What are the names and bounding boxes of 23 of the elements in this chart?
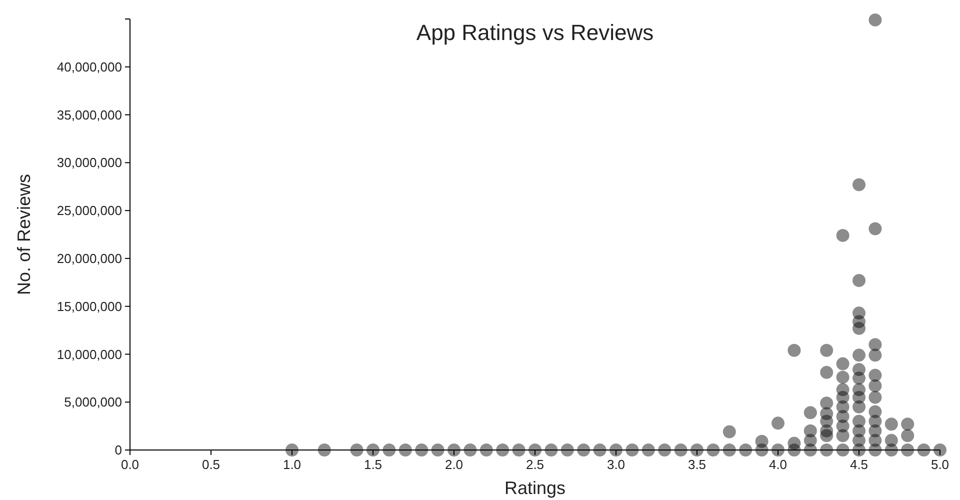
- x-tick-label: 3.5: [688, 457, 706, 472]
- x-tick-label: 1.5: [364, 457, 382, 472]
- chart-title: App Ratings vs Reviews: [416, 20, 654, 45]
- y-tick-label: 30,000,000: [56, 155, 122, 170]
- x-tick-label: 5.0: [930, 457, 950, 472]
- y-tick-label: 40,000,000: [56, 59, 122, 74]
- x-axis-title: Ratings: [504, 478, 566, 498]
- x-tick-label: 4.5: [850, 457, 868, 472]
- y-tick-label: 20,000,000: [56, 250, 122, 266]
- y-tick-label: 10,000,000: [56, 346, 122, 362]
- y-tick-label: 35,000,000: [56, 107, 122, 122]
- y-tick-label: 5,000,000: [64, 394, 122, 410]
- x-tick-label: 3.0: [606, 457, 626, 472]
- y-tick-label: 0: [114, 442, 122, 458]
- x-tick-label: 0.5: [202, 457, 220, 472]
- y-axis-title: No. of Reviews: [14, 174, 34, 296]
- y-tick-label: 15,000,000: [56, 298, 122, 314]
- y-tick-label: 25,000,000: [56, 203, 122, 218]
- x-tick-label: 2.5: [526, 457, 544, 472]
- x-tick-label: 1.0: [282, 457, 302, 472]
- x-tick-label: 2.0: [444, 457, 464, 472]
- x-tick-label: 0.0: [120, 457, 140, 472]
- x-tick-label: 4.0: [768, 457, 788, 472]
